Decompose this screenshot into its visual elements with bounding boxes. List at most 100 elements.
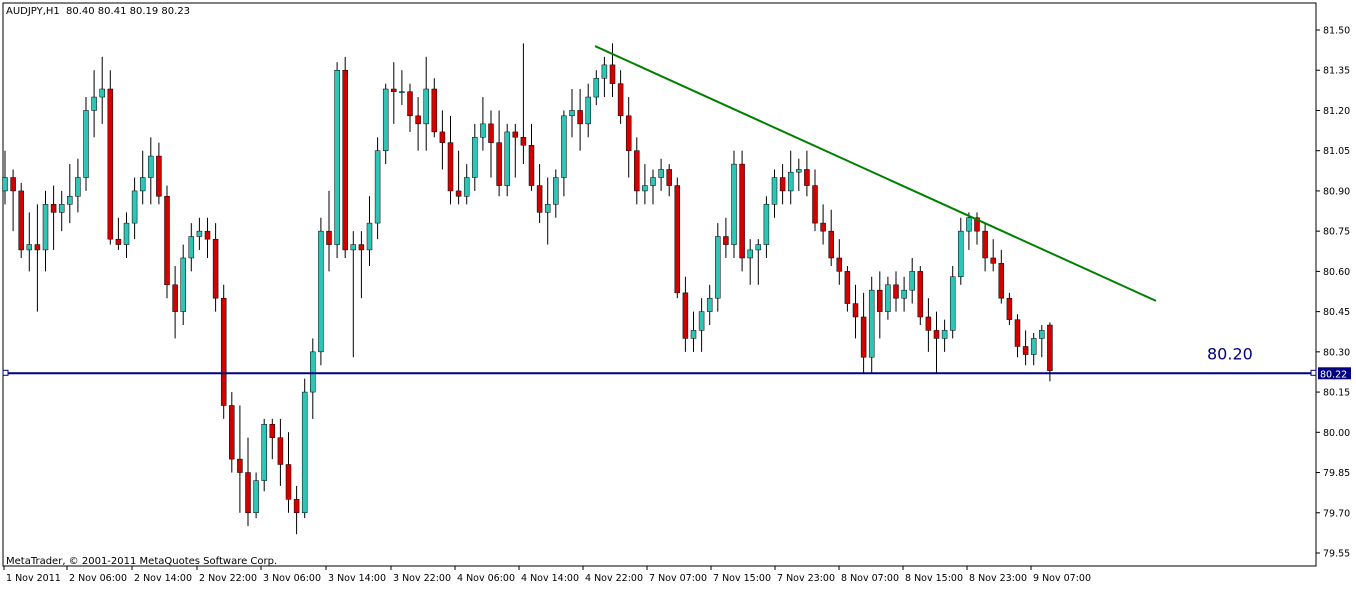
bull-candle-body [1039, 330, 1045, 339]
bull-candle-body [755, 244, 762, 251]
candle [156, 142, 162, 205]
candle [480, 97, 486, 151]
candle [796, 158, 802, 191]
bull-candle-body [196, 230, 203, 237]
candle [941, 319, 948, 352]
bear-candle-body [439, 131, 446, 143]
candle [172, 266, 178, 339]
bull-candle-body [787, 171, 794, 192]
candle [877, 271, 883, 339]
bull-candle-body [771, 177, 778, 205]
candle [536, 164, 543, 224]
candle [350, 231, 357, 358]
bull-candle-body [26, 244, 33, 251]
bear-candle-body [431, 88, 438, 133]
candle [10, 169, 16, 232]
bear-candle-body [990, 257, 996, 264]
candle [553, 169, 559, 218]
candle [642, 164, 648, 205]
bull-candle-body [480, 123, 486, 138]
candle [634, 137, 640, 205]
bear-candle-body [666, 169, 672, 186]
candle [561, 110, 567, 197]
candle [1047, 322, 1053, 382]
overlays-group: 80.20 [2, 45, 1317, 376]
bear-candle-body [982, 230, 988, 259]
candle [123, 212, 130, 258]
bull-candle-body [399, 91, 405, 93]
candle [990, 239, 996, 272]
time-tick-label: 8 Nov 07:00 [841, 573, 899, 584]
candle [569, 89, 575, 138]
candle [609, 43, 616, 98]
candle [67, 164, 73, 224]
bull-candle-body [472, 137, 478, 178]
candle [925, 298, 932, 352]
bull-candle-body [91, 96, 97, 111]
candle [650, 169, 656, 205]
price-tick-label: 80.45 [1323, 307, 1350, 318]
time-axis: 1 Nov 2011 2 Nov 06:00 2 Nov 14:00 2 Nov 22… [3, 566, 1091, 584]
candle [455, 150, 462, 205]
candle [358, 231, 365, 299]
candle [739, 150, 745, 272]
bear-candle-body [358, 244, 365, 251]
bear-candle-body [877, 289, 883, 312]
bull-candle-body [763, 204, 770, 245]
candle [601, 56, 608, 98]
price-tick-label: 80.90 [1323, 186, 1350, 197]
bull-candle-body [67, 196, 73, 205]
candle [423, 56, 429, 151]
bull-candle-body [796, 169, 802, 173]
bear-candle-body [804, 169, 810, 186]
plot-frame [2, 2, 1317, 567]
bull-candle-body [350, 244, 357, 251]
candle [690, 311, 697, 352]
candle [18, 182, 24, 258]
candle [245, 437, 251, 527]
candle [391, 62, 397, 124]
candle [115, 217, 122, 250]
bull-candle-body [901, 289, 907, 299]
candle [366, 196, 373, 267]
candle [836, 239, 843, 285]
bull-candle-body [650, 177, 656, 186]
candle [625, 97, 632, 178]
candle [220, 284, 227, 419]
time-tick-label: 3 Nov 06:00 [263, 573, 321, 584]
candle [261, 418, 267, 492]
bull-candle-body [463, 177, 470, 197]
candle [909, 257, 915, 304]
candle [852, 284, 859, 339]
price-tick-label: 81.05 [1323, 146, 1350, 157]
bull-candle-body [334, 69, 340, 245]
candle [58, 190, 65, 232]
bear-candle-body [204, 230, 211, 240]
time-tick-label: 2 Nov 22:00 [199, 573, 257, 584]
bear-candle-body [115, 238, 122, 245]
candle [431, 78, 438, 138]
bull-candle-body [731, 163, 737, 245]
candle [682, 276, 689, 352]
candle [747, 239, 753, 285]
bull-candle-body [658, 169, 664, 178]
candle [804, 150, 810, 197]
bull-candle-body [123, 222, 130, 245]
candle [415, 97, 421, 151]
candle [488, 110, 494, 178]
bear-candle-body [925, 316, 932, 331]
bear-candle-body [860, 316, 867, 358]
copyright-footer: MetaTrader, © 2001-2011 MetaQuotes Softw… [6, 556, 277, 567]
bull-candle-body [58, 204, 65, 213]
candle [812, 169, 818, 232]
bull-candle-body [553, 177, 559, 205]
bear-candle-body [237, 458, 243, 473]
bull-candle-body [715, 236, 721, 299]
bear-candle-body [933, 330, 940, 339]
bull-candle-body [423, 88, 429, 125]
candle [334, 62, 340, 258]
bear-candle-body [512, 131, 519, 138]
bear-candle-body [1047, 324, 1053, 371]
